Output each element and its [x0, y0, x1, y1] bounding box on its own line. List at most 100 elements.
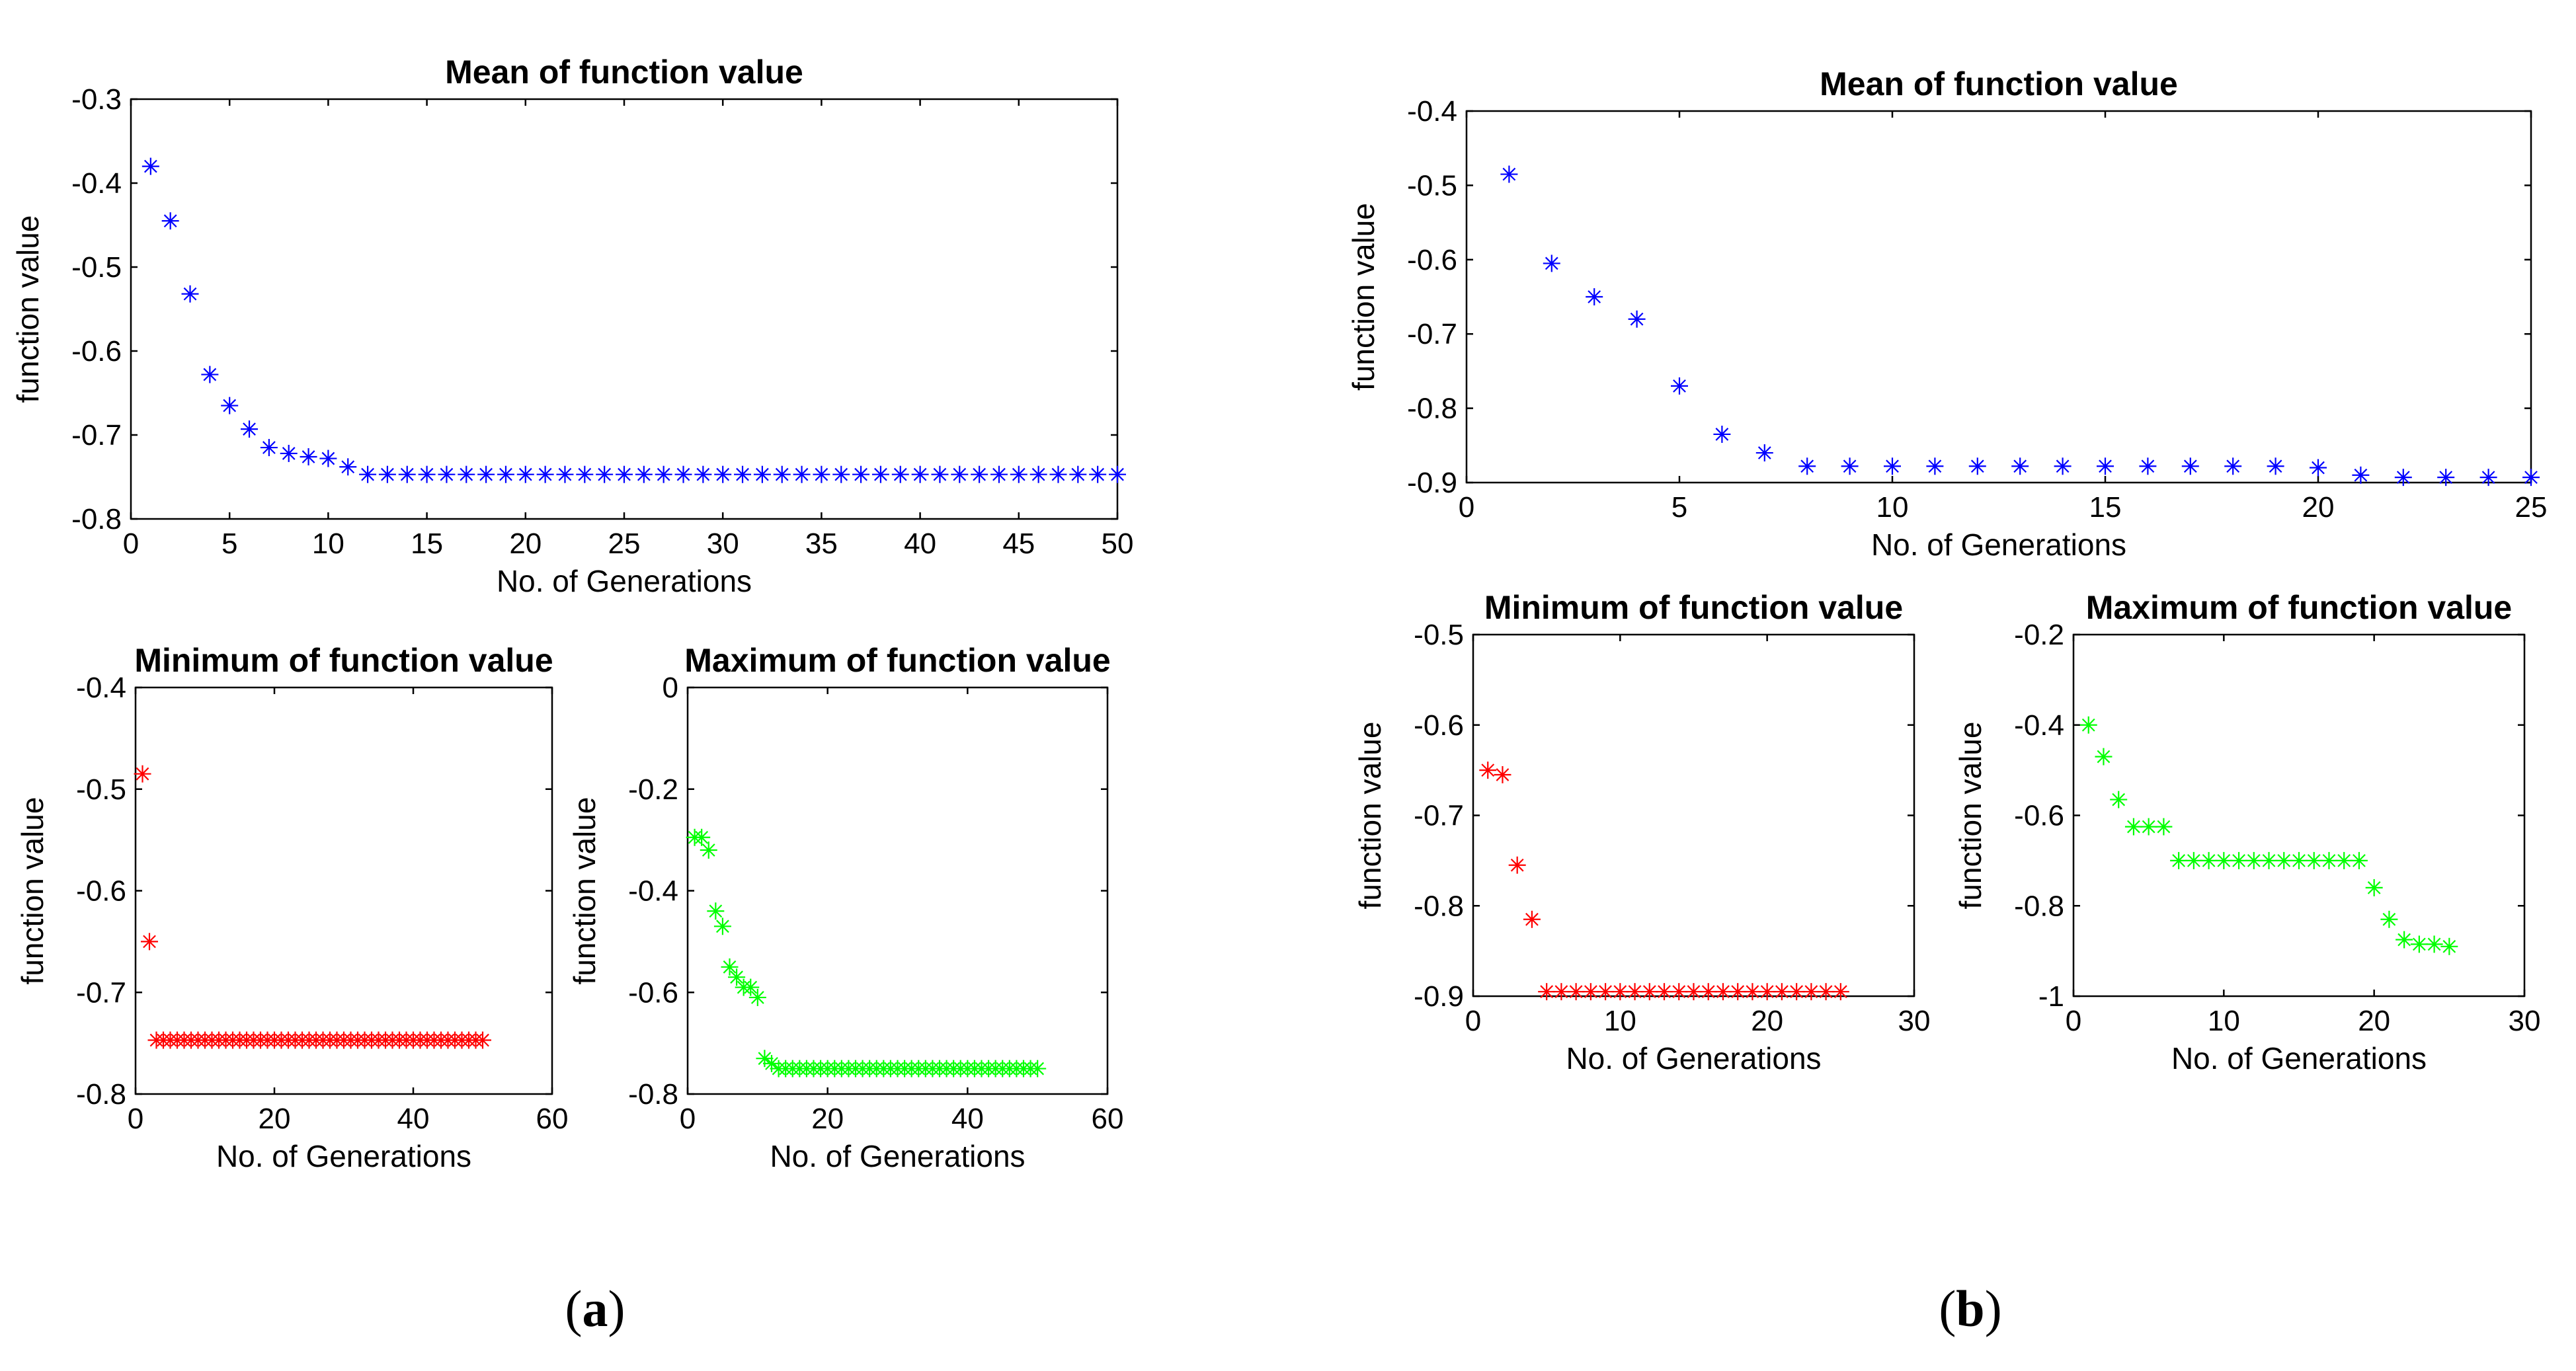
y-tick-label: -0.6: [76, 875, 126, 908]
data-point: [2185, 851, 2202, 869]
data-point: [576, 465, 594, 483]
data-point: [2335, 851, 2353, 869]
data-point: [1626, 983, 1644, 1001]
data-point: [1798, 457, 1816, 475]
data-point: [398, 465, 416, 483]
data-point: [1670, 983, 1688, 1001]
y-tick-label: -0.8: [628, 1078, 678, 1111]
x-tick-label: 5: [1671, 491, 1687, 524]
y-tick-label: -0.6: [628, 976, 678, 1009]
data-point: [596, 465, 614, 483]
y-tick-label: -0.8: [2014, 890, 2064, 922]
data-point: [931, 465, 949, 483]
data-point: [1699, 983, 1717, 1001]
axes-frame: [130, 98, 1119, 520]
data-point: [2425, 935, 2443, 953]
x-axis-label: No. of Generations: [1566, 1041, 1821, 1076]
y-tick-label: -0.8: [1407, 393, 1457, 425]
data-point: [1029, 1060, 1047, 1077]
data-point: [2200, 851, 2218, 869]
data-point: [2410, 935, 2428, 953]
data-point: [2079, 716, 2097, 734]
data-point: [1729, 983, 1747, 1001]
chart-title: Minimum of function value: [134, 642, 553, 679]
data-point: [1586, 288, 1603, 305]
data-point: [1552, 983, 1570, 1001]
y-axis-label: function value: [1353, 722, 1387, 910]
x-tick-label: 20: [509, 528, 542, 560]
data-point: [1788, 983, 1806, 1001]
x-tick-label: 25: [2515, 491, 2548, 524]
data-point: [871, 465, 889, 483]
data-point: [2380, 910, 2398, 928]
data-point: [693, 828, 711, 846]
x-tick-label: 20: [1751, 1005, 1783, 1037]
data-point: [2215, 851, 2233, 869]
y-tick-label: -1: [2038, 980, 2064, 1013]
x-tick-label: 40: [397, 1103, 430, 1135]
data-point: [2230, 851, 2248, 869]
data-point: [1543, 255, 1560, 272]
x-tick-label: 60: [1092, 1103, 1124, 1135]
x-tick-label: 50: [1102, 528, 1134, 560]
x-tick-label: 60: [536, 1103, 569, 1135]
data-point: [1508, 856, 1526, 874]
caption-a: (a): [565, 1280, 625, 1337]
y-tick-label: -0.9: [1414, 980, 1464, 1013]
data-point: [1582, 983, 1599, 1001]
data-point: [911, 465, 929, 483]
data-point: [181, 285, 199, 303]
data-point: [655, 465, 672, 483]
data-point: [1656, 983, 1673, 1001]
data-point: [477, 465, 495, 483]
data-point: [1597, 983, 1615, 1001]
data-point: [280, 444, 298, 462]
data-point: [793, 465, 811, 483]
data-point: [707, 902, 725, 920]
data-point: [971, 465, 988, 483]
data-point: [852, 465, 870, 483]
x-tick-label: 30: [2509, 1005, 2541, 1037]
y-tick-label: -0.7: [71, 419, 122, 451]
data-point: [721, 958, 739, 976]
y-tick-label: -0.5: [1414, 619, 1464, 651]
y-tick-label: -0.8: [71, 503, 122, 535]
data-point: [635, 465, 653, 483]
x-tick-label: 30: [1898, 1005, 1931, 1037]
x-axis-label: No. of Generations: [1871, 528, 2126, 562]
data-point: [728, 968, 746, 986]
data-point: [2395, 931, 2413, 949]
data-point: [1758, 983, 1776, 1001]
data-point: [1029, 465, 1047, 483]
data-point: [141, 157, 159, 175]
data-point: [2260, 851, 2278, 869]
data-point: [2310, 459, 2327, 477]
data-point: [134, 765, 151, 783]
axes-frame: [686, 686, 1109, 1095]
data-point: [2181, 457, 2199, 475]
data-point: [748, 988, 766, 1006]
chart-title: Maximum of function value: [684, 642, 1111, 679]
data-point: [2095, 748, 2113, 765]
x-tick-label: 20: [259, 1103, 291, 1135]
data-point: [141, 933, 158, 951]
x-tick-label: 0: [680, 1103, 696, 1135]
data-point: [2305, 851, 2323, 869]
data-point: [458, 465, 475, 483]
x-tick-label: 30: [707, 528, 739, 560]
x-tick-label: 0: [128, 1103, 143, 1135]
data-point: [1640, 983, 1658, 1001]
y-tick-label: -0.6: [71, 335, 122, 368]
y-axis-label: function value: [11, 215, 45, 403]
data-point: [832, 465, 850, 483]
data-point: [1926, 457, 1944, 475]
data-point: [2139, 457, 2157, 475]
data-point: [2124, 818, 2142, 836]
data-point: [497, 465, 514, 483]
data-point: [742, 978, 760, 996]
data-point: [2522, 469, 2540, 487]
data-point: [359, 465, 377, 483]
data-point: [221, 397, 239, 414]
data-point: [2350, 851, 2368, 869]
x-tick-label: 20: [2358, 1005, 2390, 1037]
